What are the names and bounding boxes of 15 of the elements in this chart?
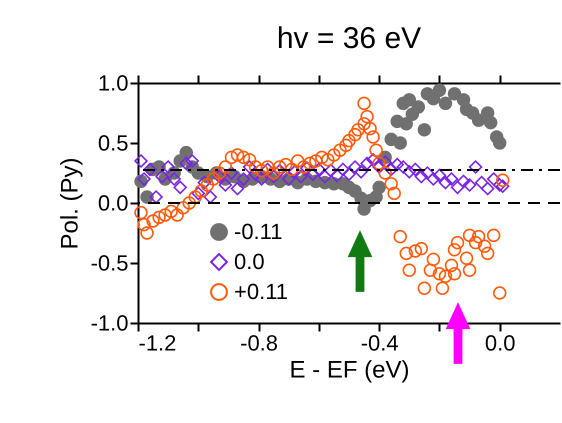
x-axis-title: E - EF (eV) xyxy=(289,356,410,384)
x-tick-label: -1.2 xyxy=(138,330,176,356)
x-tick-label: 0.0 xyxy=(484,330,516,356)
legend-label: -0.11 xyxy=(234,219,283,244)
x-tick-label: -0.4 xyxy=(360,330,399,356)
y-tick-label: 0.5 xyxy=(98,130,128,156)
y-tick-label: -0.5 xyxy=(90,250,128,276)
legend-label: 0.0 xyxy=(234,249,265,274)
x-tick-label: -0.8 xyxy=(240,330,278,356)
legend-label: +0.11 xyxy=(234,279,288,304)
y-tick-label: 1.0 xyxy=(98,70,128,96)
y-tick-label: 0.0 xyxy=(98,190,128,216)
y-axis-title: Pol. (Py) xyxy=(56,157,84,250)
chart-title: hv = 36 eV xyxy=(276,22,422,55)
y-tick-label: -1.0 xyxy=(90,310,128,336)
